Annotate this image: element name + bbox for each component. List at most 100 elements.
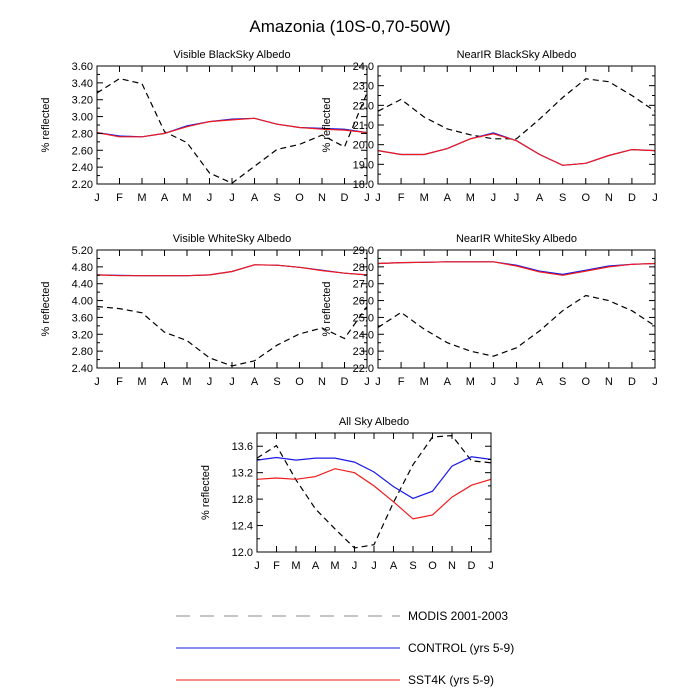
x-tick-label: M (182, 192, 191, 204)
series-line-sst4k (96, 264, 368, 277)
y-tick-label: 27.0 (353, 279, 374, 291)
x-tick-label: A (251, 192, 259, 204)
series-line-modis (377, 294, 656, 357)
x-tick-label: M (137, 376, 146, 388)
x-tick-label: F (116, 376, 123, 388)
x-tick-label: A (536, 376, 544, 388)
series-line-control (256, 456, 492, 500)
y-tick-label: 3.20 (72, 95, 93, 107)
x-tick-label: J (364, 376, 370, 388)
y-tick-label: 4.40 (72, 279, 93, 291)
panel-1: Visible BlackSky Albedo % reflected 2.20 2.… (40, 49, 370, 204)
x-tick-label: J (207, 192, 213, 204)
x-tick-label: N (605, 376, 613, 388)
series-line-sst4k (96, 117, 368, 138)
y-axis-label: % reflected (321, 281, 333, 336)
x-tick-label: O (295, 192, 304, 204)
x-tick-label: J (254, 560, 260, 572)
panel-2: NearIR BlackSky Albedo % reflected 18.0 19.… (321, 49, 658, 204)
y-tick-label: 12.4 (232, 521, 253, 533)
x-tick-label: D (468, 560, 476, 572)
x-tick-label: N (318, 192, 326, 204)
series-line-modis (377, 78, 656, 140)
x-tick-label: M (137, 192, 146, 204)
legend-label-control: CONTROL (yrs 5-9) (408, 641, 514, 655)
y-tick-label: 22.0 (353, 363, 374, 375)
panels: Visible BlackSky Albedo % reflected 2.20 2.… (40, 49, 658, 572)
y-tick-label: 22.0 (353, 100, 374, 112)
x-tick-label: J (352, 560, 358, 572)
x-tick-label: D (628, 376, 636, 388)
x-tick-label: J (514, 192, 520, 204)
y-tick-label: 23.0 (353, 346, 374, 358)
x-tick-label: N (318, 376, 326, 388)
x-tick-label: J (491, 376, 497, 388)
x-tick-label: M (291, 560, 300, 572)
series-line-sst4k (377, 261, 656, 276)
y-tick-label: 2.40 (72, 363, 93, 375)
y-tick-label: 3.60 (72, 312, 93, 324)
x-tick-label: M (466, 192, 475, 204)
x-tick-label: O (428, 560, 437, 572)
panel-3: Visible WhiteSky Albedo % reflected 2.40 2.… (40, 233, 370, 388)
y-tick-label: 12.8 (232, 494, 253, 506)
y-tick-label: 2.60 (72, 145, 93, 157)
x-tick-label: A (536, 192, 544, 204)
x-tick-label: M (182, 376, 191, 388)
x-tick-label: J (488, 560, 494, 572)
x-tick-label: D (341, 376, 349, 388)
x-tick-label: J (94, 192, 100, 204)
y-tick-label: 13.2 (232, 468, 253, 480)
series-line-sst4k (377, 133, 656, 166)
y-tick-label: 26.0 (353, 296, 374, 308)
x-tick-label: S (273, 376, 280, 388)
y-axis-label: % reflected (40, 281, 52, 336)
x-tick-label: F (398, 376, 405, 388)
x-tick-label: N (448, 560, 456, 572)
y-tick-label: 25.0 (353, 312, 374, 324)
x-tick-label: M (420, 376, 429, 388)
x-tick-label: M (420, 192, 429, 204)
series-line-control (377, 132, 656, 166)
y-tick-label: 2.80 (72, 346, 93, 358)
x-tick-label: J (207, 376, 213, 388)
x-tick-label: F (398, 192, 405, 204)
x-tick-label: N (605, 192, 613, 204)
y-tick-label: 3.00 (72, 112, 93, 124)
x-tick-label: J (94, 376, 100, 388)
y-tick-label: 3.40 (72, 78, 93, 90)
y-tick-label: 13.6 (232, 441, 253, 453)
x-tick-label: J (229, 376, 235, 388)
y-tick-label: 23.0 (353, 81, 374, 93)
y-tick-label: 5.20 (72, 245, 93, 257)
y-tick-label: 19.0 (353, 159, 374, 171)
x-tick-label: F (116, 192, 123, 204)
y-tick-label: 2.80 (72, 128, 93, 140)
x-tick-label: A (390, 560, 398, 572)
panel-5: All Sky Albedo % reflected 12.0 12.4 12.8 13.… (200, 416, 494, 572)
x-tick-label: O (581, 376, 590, 388)
x-tick-label: D (341, 192, 349, 204)
y-tick-label: 4.80 (72, 262, 93, 274)
y-tick-label: 18.0 (353, 179, 374, 191)
y-axis-label: % reflected (200, 465, 212, 520)
y-tick-label: 21.0 (353, 120, 374, 132)
series-line-control (377, 261, 656, 276)
y-tick-label: 28.0 (353, 262, 374, 274)
x-tick-label: J (652, 192, 658, 204)
legend-label-sst4k: SST4K (yrs 5-9) (408, 673, 494, 687)
x-tick-label: J (371, 560, 377, 572)
x-tick-label: A (312, 560, 320, 572)
y-tick-label: 4.00 (72, 296, 93, 308)
y-tick-label: 3.20 (72, 329, 93, 341)
x-tick-label: A (161, 192, 169, 204)
plot-frame (377, 249, 656, 369)
panel-title: NearIR WhiteSky Albedo (456, 233, 577, 245)
series-line-control (96, 264, 368, 277)
x-tick-label: J (375, 376, 381, 388)
series-line-modis (256, 434, 492, 549)
x-tick-label: S (409, 560, 416, 572)
x-tick-label: J (491, 192, 497, 204)
legend: MODIS 2001-2003 CONTROL (yrs 5-9) SST4K (y… (176, 609, 514, 687)
